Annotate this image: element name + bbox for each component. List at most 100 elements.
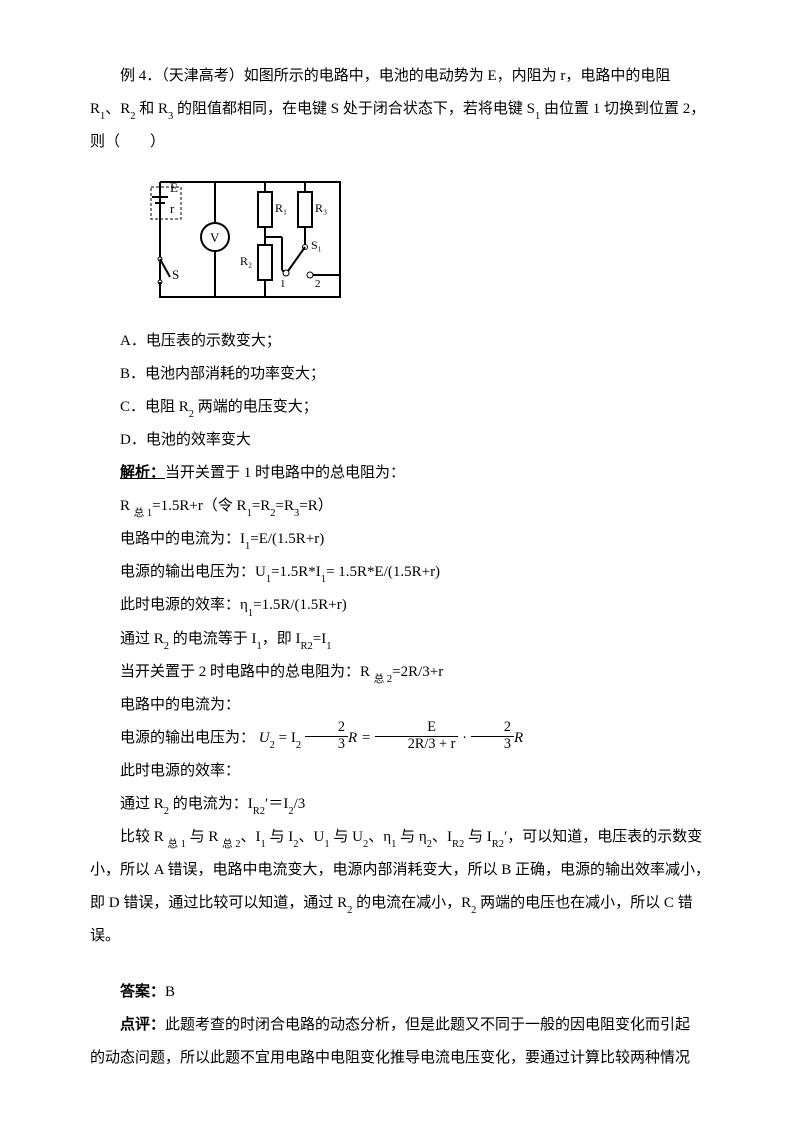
text: 两端的电压变大； bbox=[194, 399, 318, 415]
var-Rtail: R bbox=[514, 730, 523, 746]
text: =1.5R+r（令 R bbox=[152, 498, 246, 514]
text: 、U bbox=[299, 829, 325, 845]
answer-label: 答案： bbox=[120, 984, 165, 1000]
option-c: C．电阻 R2 两端的电压变大； bbox=[90, 391, 710, 424]
fraction-2-3a: 23 bbox=[305, 720, 348, 752]
text: 、R bbox=[105, 101, 130, 117]
text: 、I bbox=[432, 829, 452, 845]
text: 由位置 1 切换到位置 2， bbox=[540, 101, 705, 117]
solution-line-9: 电源的输出电压为： U2 = I2 23R = E2R/3 + r · 23R bbox=[90, 722, 710, 755]
label-r: r bbox=[170, 201, 175, 216]
sub: 2 bbox=[189, 409, 194, 420]
num: 2 bbox=[305, 720, 348, 737]
text: R bbox=[90, 101, 100, 117]
text: 比较 R bbox=[120, 829, 168, 845]
question-prompt-line2: R1、R2 和 R3 的阻值都相同，在电键 S 处于闭合状态下，若将电键 S1 … bbox=[90, 93, 710, 126]
sub: 2 bbox=[164, 641, 169, 652]
num: 2 bbox=[471, 720, 514, 737]
text: ′，可以知道，电压表的示数变 bbox=[504, 829, 702, 845]
text: 与 η bbox=[396, 829, 426, 845]
sub: 2 bbox=[296, 740, 301, 751]
den: 3 bbox=[305, 737, 348, 753]
sub: 2 bbox=[164, 806, 169, 817]
var-R: R = bbox=[348, 730, 375, 746]
num: E bbox=[375, 720, 459, 737]
text: 与 I bbox=[266, 829, 294, 845]
circuit-svg: E r S V R₁ R₂ bbox=[150, 167, 350, 317]
text: · bbox=[458, 730, 471, 746]
sub: 2 bbox=[288, 806, 293, 817]
solution-line-7: 当开关置于 2 时电路中的总电阻为：R 总 2=2R/3+r bbox=[90, 656, 710, 689]
compare-line-2: 小，所以 A 错误，电路中电流变大，电源内部消耗变大，所以 B 正确，电源的输出… bbox=[90, 854, 710, 887]
option-d: D．电池的效率变大 bbox=[90, 424, 710, 457]
den: 2R/3 + r bbox=[375, 737, 459, 753]
label-R2: R₂ bbox=[240, 254, 252, 268]
sub-s1: 1 bbox=[535, 111, 540, 122]
comment-label: 点评： bbox=[120, 1017, 165, 1033]
sub: R2 bbox=[452, 839, 464, 850]
text: 与 R bbox=[186, 829, 222, 845]
label-pos1: 1 bbox=[280, 278, 286, 290]
text: =1.5R/(1.5R+r) bbox=[253, 597, 347, 613]
text: 当开关置于 1 时电路中的总电阻为： bbox=[165, 465, 405, 481]
solution-line-8: 电路中的电流为： bbox=[90, 689, 710, 722]
sub: 2 bbox=[270, 740, 275, 751]
sub: 2 bbox=[347, 905, 352, 916]
text: 的阻值都相同，在电键 S 处于闭合状态下，若将电键 S bbox=[173, 101, 535, 117]
sub: 总 2 bbox=[374, 674, 392, 685]
var-U: U bbox=[259, 730, 270, 746]
text: =1.5R*I bbox=[271, 564, 321, 580]
solution-label: 解析： bbox=[120, 465, 165, 481]
fraction-main: E2R/3 + r bbox=[375, 720, 459, 752]
label-S1: S₁ bbox=[311, 238, 322, 252]
sub: 1 bbox=[324, 839, 329, 850]
text: =I bbox=[313, 631, 326, 647]
text: =2R/3+r bbox=[392, 664, 443, 680]
text: =R） bbox=[299, 498, 332, 514]
text: 的电流在减小，R bbox=[352, 895, 471, 911]
label-S: S bbox=[172, 267, 179, 282]
sub: 总 1 bbox=[134, 508, 152, 519]
text: C．电阻 R bbox=[120, 399, 189, 415]
text: 的电流为：I bbox=[169, 796, 253, 812]
text: R bbox=[120, 498, 134, 514]
text: =R bbox=[276, 498, 294, 514]
fraction-2-3b: 23 bbox=[471, 720, 514, 752]
solution-line-1: 解析：当开关置于 1 时电路中的总电阻为： bbox=[90, 457, 710, 490]
solution-line-5: 此时电源的效率：η1=1.5R/(1.5R+r) bbox=[90, 589, 710, 622]
solution-line-11: 通过 R2 的电流为：IR2′＝I2/3 bbox=[90, 788, 710, 821]
solution-line-2: R 总 1=1.5R+r（令 R1=R2=R3=R） bbox=[90, 490, 710, 523]
label-R1: R₁ bbox=[275, 201, 287, 215]
circuit-diagram: E r S V R₁ R₂ bbox=[150, 167, 710, 317]
text: 电源的输出电压为：U bbox=[120, 564, 266, 580]
text: =R bbox=[252, 498, 270, 514]
sub: R2 bbox=[492, 839, 504, 850]
sub: 1 bbox=[248, 608, 253, 619]
question-prompt-line3: 则（ ） bbox=[90, 126, 710, 159]
text: 电路中的电流为：I bbox=[120, 531, 245, 547]
text: =E/(1.5R+r) bbox=[250, 531, 324, 547]
sub: 总 1 bbox=[168, 839, 186, 850]
sub-2: 2 bbox=[130, 111, 135, 122]
answer-value: B bbox=[165, 984, 175, 1000]
text: 和 R bbox=[136, 101, 169, 117]
text: 通过 R bbox=[120, 631, 164, 647]
text: 电源的输出电压为： bbox=[120, 730, 255, 746]
comment-line-2: 的动态问题，所以此题不宜用电路中电阻变化推导电流电压变化，要通过计算比较两种情况 bbox=[90, 1042, 710, 1075]
sub: R2 bbox=[301, 641, 313, 652]
text: 当开关置于 2 时电路中的总电阻为：R bbox=[120, 664, 374, 680]
solution-line-6: 通过 R2 的电流等于 I1，即 IR2=I1 bbox=[90, 623, 710, 656]
sub: 1 bbox=[391, 839, 396, 850]
solution-line-3: 电路中的电流为：I1=E/(1.5R+r) bbox=[90, 523, 710, 556]
label-pos2: 2 bbox=[315, 278, 321, 290]
sub-1: 1 bbox=[100, 111, 105, 122]
text: 此题考查的时闭合电路的动态分析，但是此题又不同于一般的因电阻变化而引起 bbox=[165, 1017, 690, 1033]
sub: 2 bbox=[471, 905, 476, 916]
text: ＝I bbox=[268, 796, 288, 812]
sub: 3 bbox=[294, 508, 299, 519]
sub: 总 2 bbox=[222, 839, 240, 850]
sub: 1 bbox=[326, 641, 331, 652]
text: 与 I bbox=[464, 829, 492, 845]
sub: 1 bbox=[261, 839, 266, 850]
text: 此时电源的效率：η bbox=[120, 597, 248, 613]
